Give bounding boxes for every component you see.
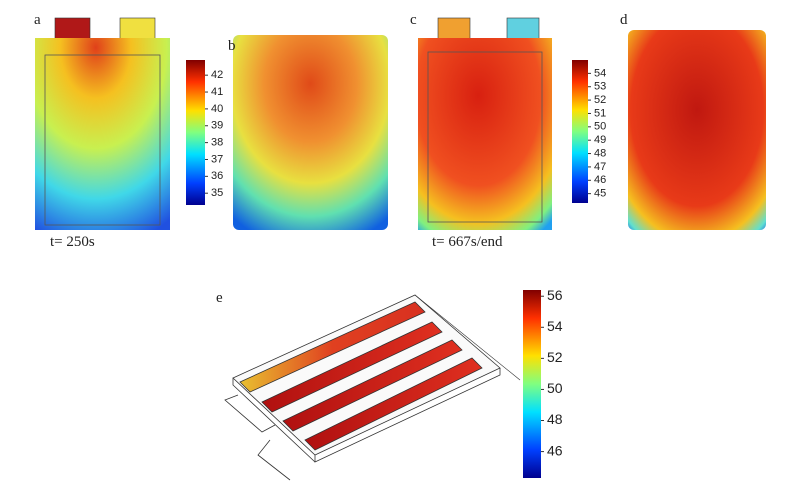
tick-label: 36	[211, 170, 223, 182]
tick-label: 52	[594, 94, 606, 106]
time-label: t= 250s	[50, 234, 95, 250]
figure: a b c d e t= 250s t= 667s/end 35 36 37 38 39…	[0, 0, 796, 481]
panel-label: a	[34, 12, 41, 28]
tick-label: 40	[211, 103, 223, 115]
tick-label: 53	[594, 81, 606, 93]
tick-label: 47	[594, 161, 606, 173]
tick-label: 52	[547, 349, 563, 365]
tick-label: 48	[594, 147, 606, 159]
tick-label: 46	[547, 442, 563, 458]
panel-label: d	[620, 12, 628, 28]
panel-e	[225, 295, 520, 480]
colorbar-3	[523, 290, 541, 478]
panel-label: b	[228, 38, 236, 54]
colorbar-2	[572, 60, 588, 203]
tick-label: 41	[211, 86, 223, 98]
panel-a	[35, 18, 170, 230]
tick-label: 46	[594, 174, 606, 186]
tick-label: 42	[211, 69, 223, 81]
colorbar-1	[186, 60, 205, 205]
tick-label: 45	[594, 188, 606, 200]
panel-label: c	[410, 12, 417, 28]
tick-label: 48	[547, 411, 563, 427]
tick-label: 51	[594, 107, 606, 119]
panel-c	[418, 18, 552, 230]
tick-label: 54	[594, 67, 606, 79]
tick-label: 50	[547, 380, 563, 396]
tick-label: 35	[211, 187, 223, 199]
panel-d	[628, 30, 766, 230]
tick-label: 39	[211, 120, 223, 132]
tick-label: 54	[547, 318, 563, 334]
panel-b	[233, 35, 388, 230]
tick-label: 56	[547, 287, 563, 303]
panel-label: e	[216, 290, 223, 306]
tick-label: 50	[594, 121, 606, 133]
tick-label: 37	[211, 153, 223, 165]
tick-label: 49	[594, 134, 606, 146]
time-label: t= 667s/end	[432, 234, 503, 250]
tick-label: 38	[211, 137, 223, 149]
